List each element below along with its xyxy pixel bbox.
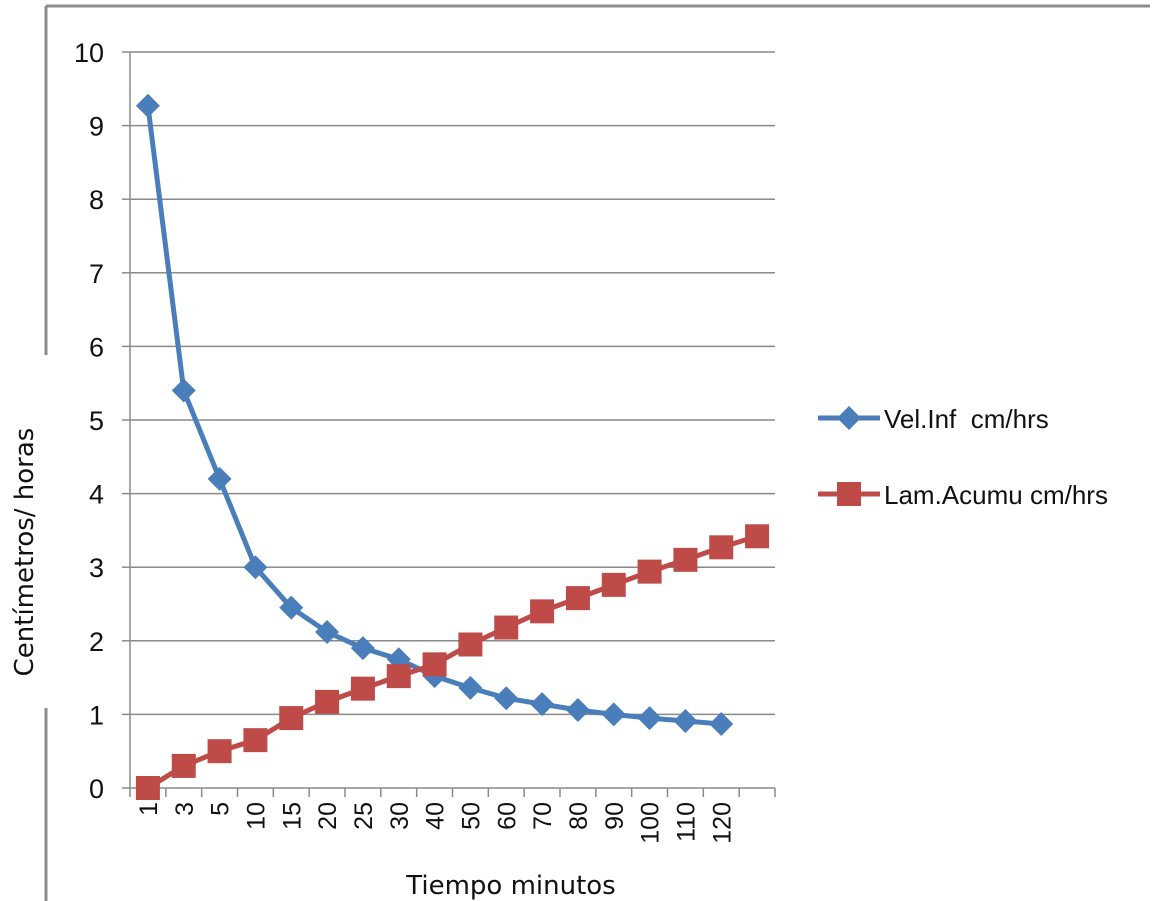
data-point-diamond <box>243 555 268 580</box>
data-point-diamond <box>709 711 734 736</box>
y-tick-label: 9 <box>89 112 104 142</box>
x-tick-label: 90 <box>601 802 629 830</box>
y-tick-label: 4 <box>89 480 104 510</box>
data-point-square <box>745 524 770 549</box>
y-tick-label: 7 <box>89 259 104 289</box>
y-axis-label: Centímetros/ horas <box>10 428 40 677</box>
x-tick-labels: 1 3 5 10 15 20 25 30 40 50 60 70 80 90 100 110 120 <box>135 802 736 844</box>
data-point-square <box>171 753 196 778</box>
y-tick-label: 2 <box>89 627 104 657</box>
x-tick-label: 110 <box>672 802 700 842</box>
data-point-diamond <box>637 706 662 731</box>
data-point-square <box>207 739 232 764</box>
gridlines <box>130 51 775 716</box>
x-axis-label: Tiempo minutos <box>405 871 615 901</box>
data-point-square <box>315 689 340 714</box>
data-point-diamond <box>530 692 555 717</box>
data-point-diamond <box>171 378 196 403</box>
data-point-diamond <box>458 675 483 700</box>
legend-label-1: Vel.Inf cm/hrs <box>884 404 1049 434</box>
x-tick-label: 25 <box>350 802 378 830</box>
data-point-diamond <box>494 686 519 711</box>
data-point-square <box>530 599 555 624</box>
data-point-diamond <box>601 702 626 727</box>
y-tick-labels: 0 1 2 3 4 5 6 7 8 9 10 <box>74 38 104 804</box>
data-point-square <box>709 535 734 560</box>
series-layer <box>135 93 770 800</box>
data-point-square <box>243 728 268 753</box>
legend-label-2: Lam.Acumu cm/hrs <box>884 480 1108 510</box>
data-point-diamond <box>350 636 375 661</box>
data-point-square <box>350 676 375 701</box>
x-tick-label: 3 <box>171 802 199 816</box>
x-tick-label: 70 <box>529 802 557 830</box>
data-point-square <box>458 632 483 657</box>
y-tick-label: 6 <box>89 332 104 362</box>
y-tick-label: 0 <box>89 774 104 804</box>
y-tick-label: 5 <box>89 406 104 436</box>
legend-marker-square <box>837 482 861 506</box>
data-point-diamond <box>207 466 232 491</box>
y-tick-label: 8 <box>89 185 104 215</box>
series-line-2 <box>146 533 758 791</box>
data-point-square <box>422 652 447 677</box>
x-tick-label: 120 <box>708 802 736 844</box>
x-tick-label: 50 <box>457 802 485 830</box>
legend: Vel.Inf cm/hrs Lam.Acumu cm/hrs <box>818 404 1108 510</box>
axes <box>122 51 776 797</box>
y-tick-label: 10 <box>74 38 104 68</box>
data-point-square <box>494 615 519 640</box>
data-point-square <box>135 776 160 800</box>
data-point-diamond <box>565 697 590 722</box>
x-tick-label: 20 <box>314 802 342 830</box>
data-point-square <box>637 559 662 584</box>
x-tick-label: 15 <box>278 802 306 830</box>
x-tick-label: 60 <box>493 802 521 830</box>
data-point-diamond <box>135 93 160 118</box>
y-tick-label: 3 <box>89 553 104 583</box>
data-point-square <box>386 664 411 689</box>
chart-frame <box>44 4 1150 901</box>
x-tick-label: 100 <box>637 802 665 844</box>
x-tick-label: 30 <box>386 802 414 830</box>
data-point-diamond <box>673 709 698 734</box>
x-tick-label: 5 <box>207 802 235 816</box>
x-tick-label: 40 <box>422 802 450 830</box>
x-tick-label: 80 <box>565 802 593 830</box>
data-point-square <box>565 586 590 611</box>
legend-marker-diamond <box>837 406 861 430</box>
data-point-square <box>601 572 626 597</box>
data-point-diamond <box>279 595 304 620</box>
x-tick-label: 10 <box>242 802 270 830</box>
x-tick-label: 1 <box>135 802 163 816</box>
data-point-square <box>279 706 304 731</box>
data-point-square <box>673 547 698 572</box>
y-tick-label: 1 <box>89 700 104 730</box>
data-point-diamond <box>315 619 340 644</box>
